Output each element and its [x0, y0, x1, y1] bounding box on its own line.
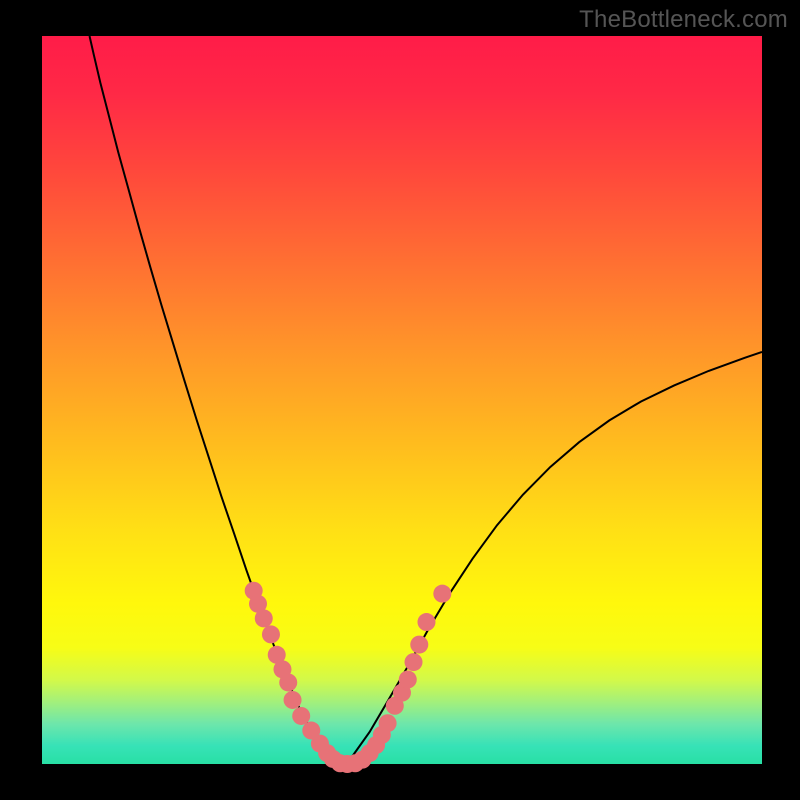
marker-dot	[417, 613, 435, 631]
marker-dot	[279, 673, 297, 691]
marker-dot	[284, 691, 302, 709]
marker-dot	[399, 671, 417, 689]
marker-dot	[292, 707, 310, 725]
marker-group	[245, 582, 452, 773]
marker-dot	[433, 585, 451, 603]
watermark-text: TheBottleneck.com	[579, 6, 788, 34]
chart-frame: TheBottleneck.com	[0, 0, 800, 800]
marker-dot	[379, 714, 397, 732]
marker-dot	[410, 636, 428, 654]
marker-dot	[405, 653, 423, 671]
marker-layer	[42, 36, 762, 764]
plot-area	[42, 36, 762, 764]
marker-dot	[255, 609, 273, 627]
marker-dot	[262, 625, 280, 643]
